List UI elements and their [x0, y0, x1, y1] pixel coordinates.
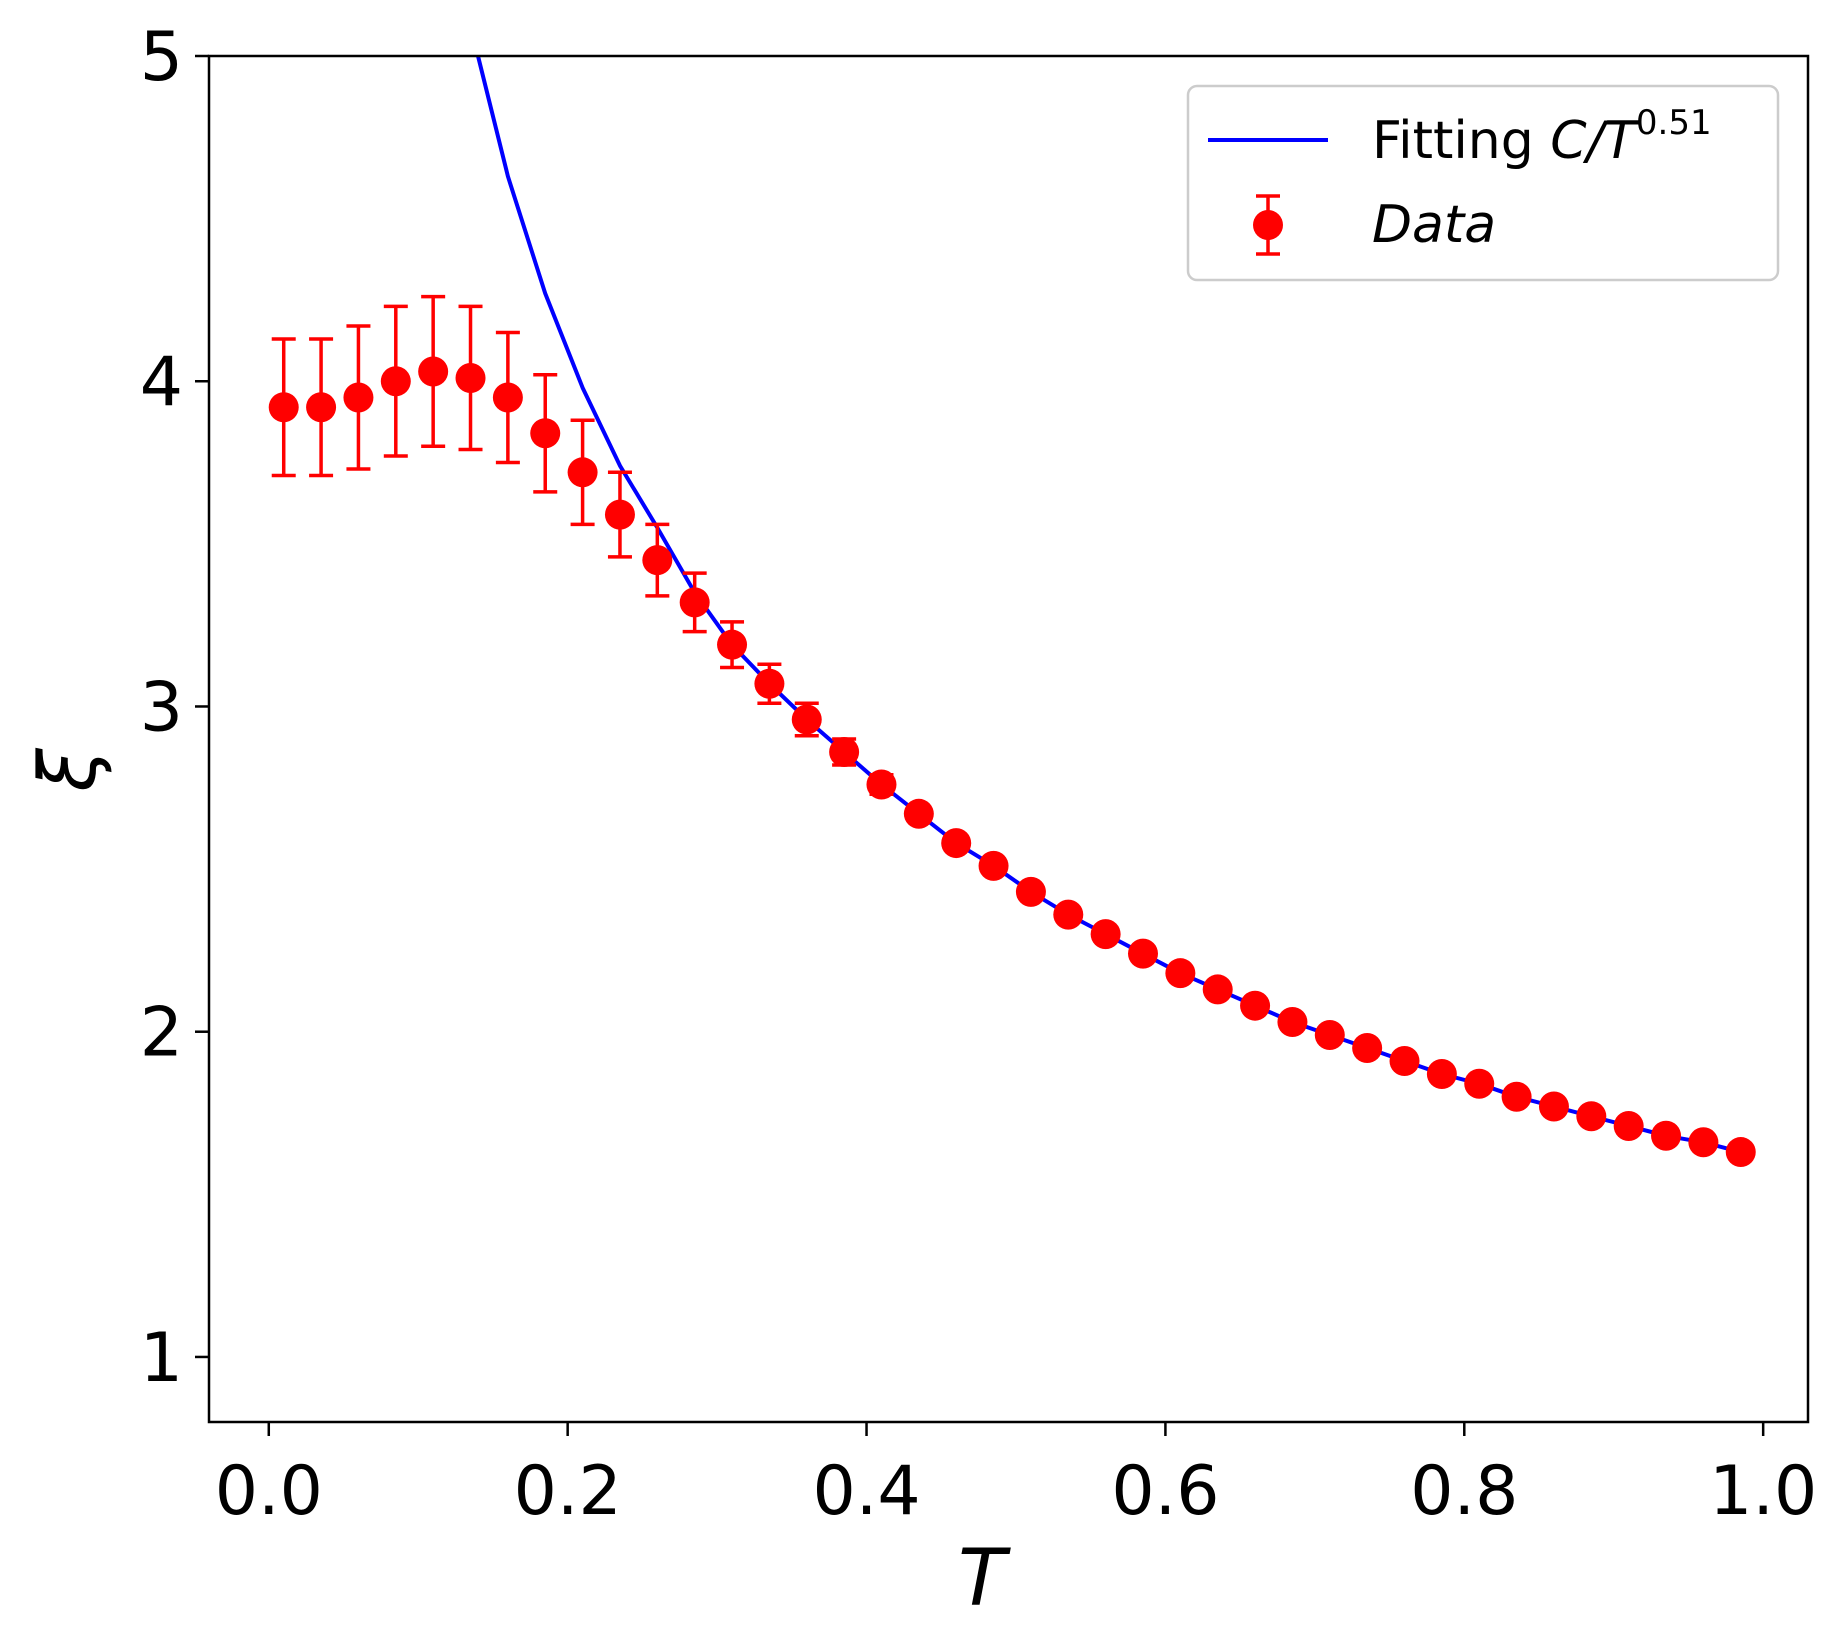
data-point — [567, 457, 598, 488]
x-tick-label: 0.8 — [1410, 1452, 1518, 1531]
legend-data-marker — [1253, 210, 1283, 240]
data-point — [455, 362, 486, 393]
data-points-layer — [268, 356, 1756, 1168]
data-point — [1053, 899, 1084, 930]
data-point — [1725, 1137, 1756, 1168]
data-point — [941, 828, 972, 859]
data-point — [604, 499, 635, 530]
data-point — [1576, 1101, 1607, 1132]
data-point — [679, 587, 710, 618]
data-point — [1352, 1032, 1383, 1063]
y-axis-ticks: 1 2 3 4 5 — [140, 18, 209, 1398]
y-axis-label: ξ — [24, 748, 114, 793]
legend-fit-prefix: Fitting — [1372, 111, 1550, 171]
data-point — [866, 769, 897, 800]
legend-fit-math: C/T — [1550, 111, 1640, 171]
data-point — [1501, 1081, 1532, 1112]
data-point — [754, 668, 785, 699]
plot-area — [268, 56, 1756, 1168]
legend: Fitting C/T0.51 Data — [1186, 84, 1780, 282]
x-tick-label: 1.0 — [1709, 1452, 1817, 1531]
legend-data-label: Data — [1372, 195, 1496, 255]
data-point — [1538, 1091, 1569, 1122]
data-point — [306, 392, 337, 423]
y-tick-label: 5 — [140, 18, 183, 97]
x-axis-label: T — [958, 1534, 1011, 1624]
x-tick-label: 0.4 — [812, 1452, 920, 1531]
data-point — [642, 545, 673, 576]
data-point — [380, 366, 411, 397]
data-point — [530, 418, 561, 449]
data-point — [1015, 876, 1046, 907]
legend-fit-exponent: 0.51 — [1636, 103, 1712, 143]
data-point — [717, 629, 748, 660]
y-tick-label: 3 — [140, 668, 183, 747]
data-point — [1613, 1111, 1644, 1142]
data-point — [1127, 938, 1158, 969]
data-point — [829, 737, 860, 768]
x-tick-label: 0.6 — [1111, 1452, 1219, 1531]
axes-frame — [207, 54, 1810, 1424]
data-point — [1277, 1006, 1308, 1037]
y-tick-label: 2 — [140, 994, 183, 1073]
legend-box — [1186, 84, 1780, 282]
data-point — [1165, 958, 1196, 989]
x-axis-ticks: 0.0 0.2 0.4 0.6 0.8 1.0 — [215, 1422, 1817, 1531]
data-point — [903, 798, 934, 829]
y-tick-label: 4 — [140, 343, 183, 422]
data-point — [1688, 1127, 1719, 1158]
data-point — [1240, 990, 1271, 1021]
data-point — [343, 382, 374, 413]
data-point — [268, 392, 299, 423]
data-point — [1202, 974, 1233, 1005]
data-point — [418, 356, 449, 387]
data-point — [1464, 1068, 1495, 1099]
data-point — [791, 704, 822, 735]
data-point — [1426, 1058, 1457, 1089]
data-point — [1090, 919, 1121, 950]
x-tick-label: 0.0 — [215, 1452, 323, 1531]
data-point — [492, 382, 523, 413]
data-point — [1314, 1019, 1345, 1050]
y-tick-label: 1 — [140, 1319, 183, 1398]
x-tick-label: 0.2 — [514, 1452, 622, 1531]
data-point — [978, 850, 1009, 881]
data-point — [1651, 1120, 1682, 1151]
data-point — [1389, 1045, 1420, 1076]
legend-fit-label: Fitting C/T0.51 — [1372, 103, 1712, 171]
